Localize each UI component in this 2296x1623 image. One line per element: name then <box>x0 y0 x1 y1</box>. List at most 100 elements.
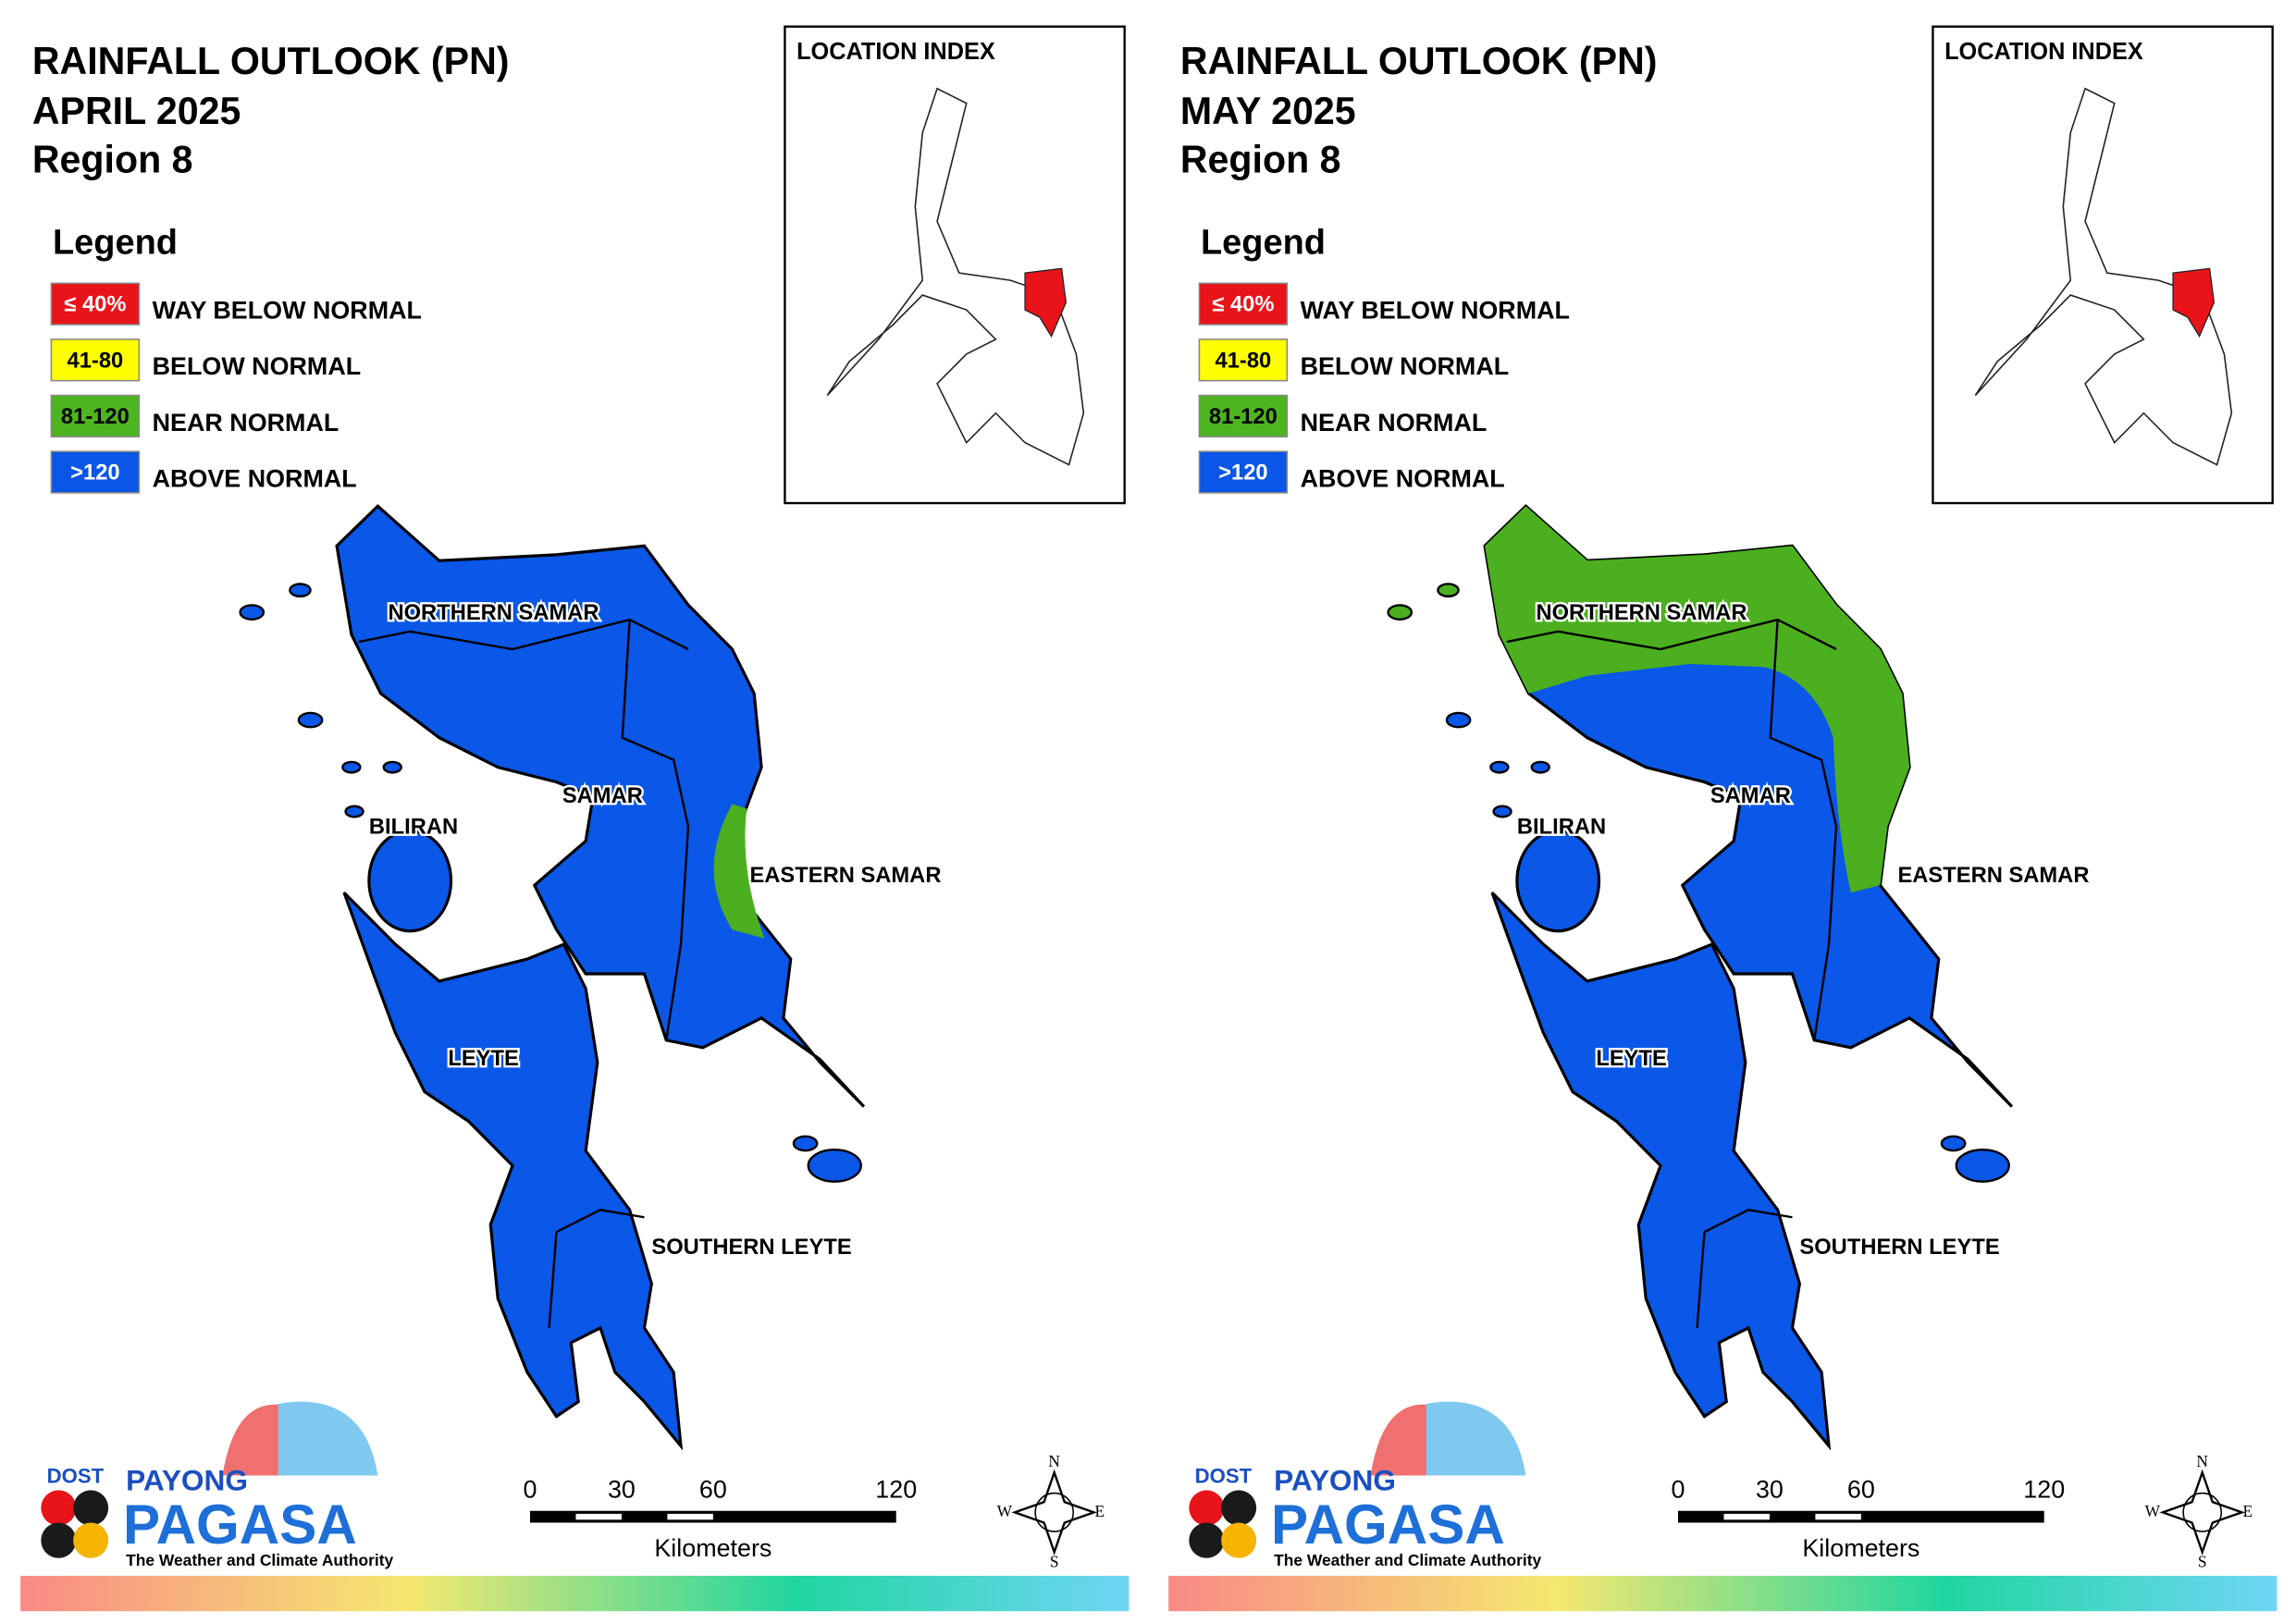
location-title: LOCATION INDEX <box>796 39 995 65</box>
compass-letter: N <box>1048 1452 1060 1470</box>
compass-letter: E <box>2242 1502 2253 1520</box>
islet <box>792 1135 819 1152</box>
compass-ring <box>1034 1492 1075 1532</box>
legend-label: WAY BELOW NORMAL <box>1301 297 1570 325</box>
legend-title: Legend <box>53 222 178 262</box>
scale-unit: Kilometers <box>654 1534 772 1562</box>
islet <box>1530 760 1550 774</box>
logo-dot <box>41 1522 77 1558</box>
compass-letter: N <box>2196 1452 2208 1470</box>
islet <box>1489 760 1510 774</box>
compass-rose <box>1011 1469 1098 1556</box>
compass-ring <box>2182 1492 2223 1532</box>
legend-range: 81-120 <box>61 404 130 429</box>
color-band <box>20 1575 1129 1612</box>
map-label: BILIRAN <box>1517 814 1606 839</box>
province-border <box>1506 618 1838 1329</box>
title: RAINFALL OUTLOOK (PN) <box>32 40 510 82</box>
legend-swatch <box>50 282 141 326</box>
biliran-island <box>367 829 453 933</box>
scale-segment <box>667 1513 713 1520</box>
legend-label: WAY BELOW NORMAL <box>153 297 422 325</box>
samar-island <box>335 504 866 1108</box>
region: Region 8 <box>32 139 193 181</box>
philippines <box>1974 87 2233 466</box>
logo-dot <box>1189 1522 1225 1558</box>
scale-segment <box>575 1513 622 1520</box>
legend-label: ABOVE NORMAL <box>153 464 357 492</box>
legend-swatch <box>50 394 141 438</box>
legend-label: BELOW NORMAL <box>153 352 362 380</box>
islet <box>239 604 265 621</box>
map-label: NORTHERN SAMAR <box>388 600 599 625</box>
panel: RAINFALL OUTLOOK (PN) MAY 2025 Region 8 Leg… <box>1168 25 2277 1612</box>
map-label: BILIRAN <box>369 814 458 839</box>
islet <box>297 711 324 729</box>
legend-range: >120 <box>70 460 119 485</box>
legend-range: 81-120 <box>1209 404 1278 429</box>
legend-label: NEAR NORMAL <box>1301 409 1487 436</box>
logo-pagasa: PAGASA <box>1271 1493 1505 1555</box>
scale-segment <box>1723 1513 1770 1520</box>
legend-range: ≤ 40% <box>64 292 126 317</box>
title: RAINFALL OUTLOOK (PN) <box>1180 40 1658 82</box>
compass-letter: W <box>2145 1502 2161 1520</box>
month: APRIL 2025 <box>32 90 241 132</box>
logo-tagline: The Weather and Climate Authority <box>126 1551 393 1569</box>
map-label: SOUTHERN LEYTE <box>1799 1235 1999 1260</box>
legend-range: >120 <box>1218 460 1267 485</box>
islet <box>1437 583 1460 598</box>
panel: RAINFALL OUTLOOK (PN) APRIL 2025 Region 8 L… <box>20 25 1129 1612</box>
scale-tick: 60 <box>699 1475 727 1503</box>
logo-dot <box>1221 1490 1257 1526</box>
legend-label: BELOW NORMAL <box>1301 352 1510 380</box>
map-label: EASTERN SAMAR <box>749 863 941 888</box>
islet <box>341 760 362 774</box>
logo-dot <box>1189 1490 1225 1526</box>
biliran-island <box>1515 829 1601 933</box>
province-border <box>358 618 690 1329</box>
islet <box>807 1148 862 1183</box>
logo-dot <box>73 1490 109 1526</box>
logo-umbrella-left <box>1370 1404 1426 1476</box>
logo-pagasa: PAGASA <box>123 1493 357 1555</box>
map-label: SOUTHERN LEYTE <box>651 1235 851 1260</box>
islet <box>1387 604 1413 621</box>
map-label: LEYTE <box>1596 1046 1666 1071</box>
legend-title: Legend <box>1201 222 1326 262</box>
islet <box>1492 805 1512 818</box>
color-band <box>1168 1575 2277 1612</box>
scale-tick: 30 <box>608 1475 636 1503</box>
month: MAY 2025 <box>1180 90 1356 132</box>
scale-tick: 120 <box>875 1475 917 1503</box>
islet <box>289 583 312 598</box>
logo-payong: PAYONG <box>1274 1463 1396 1496</box>
legend-swatch <box>1198 394 1289 438</box>
compass-letter: E <box>1094 1502 1105 1520</box>
map-label: SAMAR <box>562 783 643 808</box>
legend-range: ≤ 40% <box>1212 292 1274 317</box>
legend-range: 41-80 <box>1216 348 1272 373</box>
region: Region 8 <box>1180 139 1341 181</box>
leyte-island <box>342 891 684 1451</box>
map-label: SAMAR <box>1710 783 1791 808</box>
philippines <box>826 87 1085 466</box>
scale-tick: 120 <box>2023 1475 2065 1503</box>
legend-swatch <box>50 338 141 382</box>
logo-dot <box>73 1522 109 1558</box>
islet <box>1955 1148 2010 1183</box>
near-normal-area <box>1485 506 1910 893</box>
legend-swatch <box>1198 282 1289 326</box>
islet <box>382 760 402 774</box>
map-label: LEYTE <box>448 1046 518 1071</box>
logo-payong: PAYONG <box>126 1463 248 1496</box>
map-label: NORTHERN SAMAR <box>1536 600 1747 625</box>
islet <box>1445 711 1472 729</box>
legend-range: 41-80 <box>68 348 124 373</box>
islet <box>344 805 364 818</box>
legend-swatch <box>1198 338 1289 382</box>
region-highlight <box>1024 267 1068 338</box>
location-title: LOCATION INDEX <box>1944 39 2143 65</box>
legend-swatch <box>1198 450 1289 494</box>
